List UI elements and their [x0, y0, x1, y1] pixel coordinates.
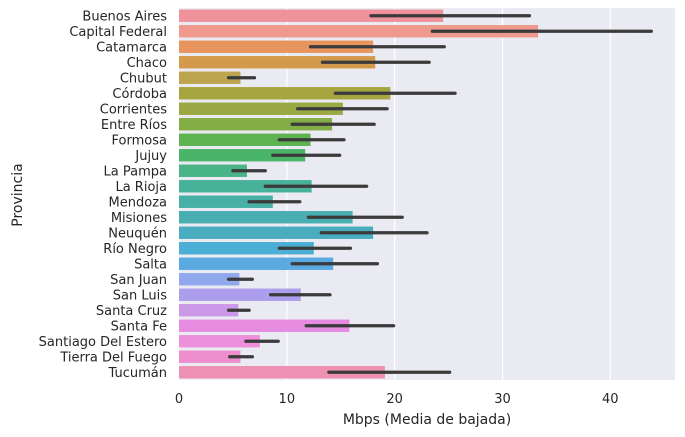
bar — [179, 164, 247, 177]
bar — [179, 366, 385, 379]
y-tick-label: La Pampa — [104, 164, 167, 179]
bars — [179, 9, 539, 379]
bar — [179, 319, 350, 332]
y-tick-label: Buenos Aires — [82, 9, 167, 24]
y-tick-label: Catamarca — [96, 40, 167, 55]
y-tick-label: Jujuy — [134, 149, 167, 164]
bar — [179, 304, 239, 317]
y-tick-label: Corrientes — [100, 102, 167, 117]
y-tick-label: Misiones — [111, 211, 167, 226]
bar — [179, 56, 376, 69]
y-tick-label: San Luis — [113, 288, 167, 303]
y-tick-label: Santa Cruz — [96, 304, 167, 319]
y-tick-label: Chubut — [120, 71, 167, 86]
bar — [179, 71, 241, 84]
error-bars — [226, 14, 653, 374]
bar — [179, 25, 539, 38]
x-tick-label: 30 — [494, 392, 511, 407]
y-tick-label: Neuquén — [108, 226, 167, 241]
y-tick-label: Tucumán — [108, 366, 167, 381]
bar — [179, 350, 241, 363]
bar — [179, 226, 374, 239]
y-tick-label: La Rioja — [115, 180, 167, 195]
y-tick-label: Córdoba — [112, 87, 167, 102]
y-tick-label: Chaco — [127, 56, 167, 71]
bar — [179, 87, 391, 100]
bar — [179, 335, 260, 348]
bar — [179, 118, 333, 131]
y-tick-label: Santiago Del Estero — [39, 335, 167, 350]
x-axis-label: Mbps (Media de bajada) — [343, 412, 511, 428]
x-tick-label: 10 — [279, 392, 296, 407]
bar — [179, 288, 301, 301]
x-tick-label: 0 — [175, 392, 183, 407]
bar — [179, 195, 273, 208]
bar — [179, 211, 353, 224]
y-tick-label: Río Negro — [103, 242, 167, 257]
bar — [179, 9, 444, 22]
y-tick-label: Tierra Del Fuego — [59, 350, 167, 365]
y-tick-label: Santa Fe — [111, 319, 167, 334]
bar — [179, 149, 306, 162]
plot-background — [179, 8, 675, 380]
y-tick-label: Formosa — [112, 133, 167, 148]
y-tick-label: Mendoza — [109, 195, 167, 210]
grid-lines — [178, 8, 611, 380]
y-tick-label: Salta — [134, 257, 167, 272]
bar — [179, 273, 240, 286]
bar — [179, 257, 334, 270]
x-tick-labels: 0 10 20 30 40 — [175, 392, 619, 407]
y-tick-label: Entre Ríos — [101, 118, 167, 133]
y-axis-label: Provincia — [10, 163, 26, 226]
x-tick-label: 40 — [602, 392, 619, 407]
bar — [179, 180, 312, 193]
bar — [179, 242, 314, 255]
bar — [179, 40, 374, 53]
bar — [179, 102, 343, 115]
x-tick-label: 20 — [386, 392, 403, 407]
bar — [179, 133, 311, 146]
y-tick-label: San Juan — [110, 273, 167, 288]
y-tick-label: Capital Federal — [69, 25, 167, 40]
